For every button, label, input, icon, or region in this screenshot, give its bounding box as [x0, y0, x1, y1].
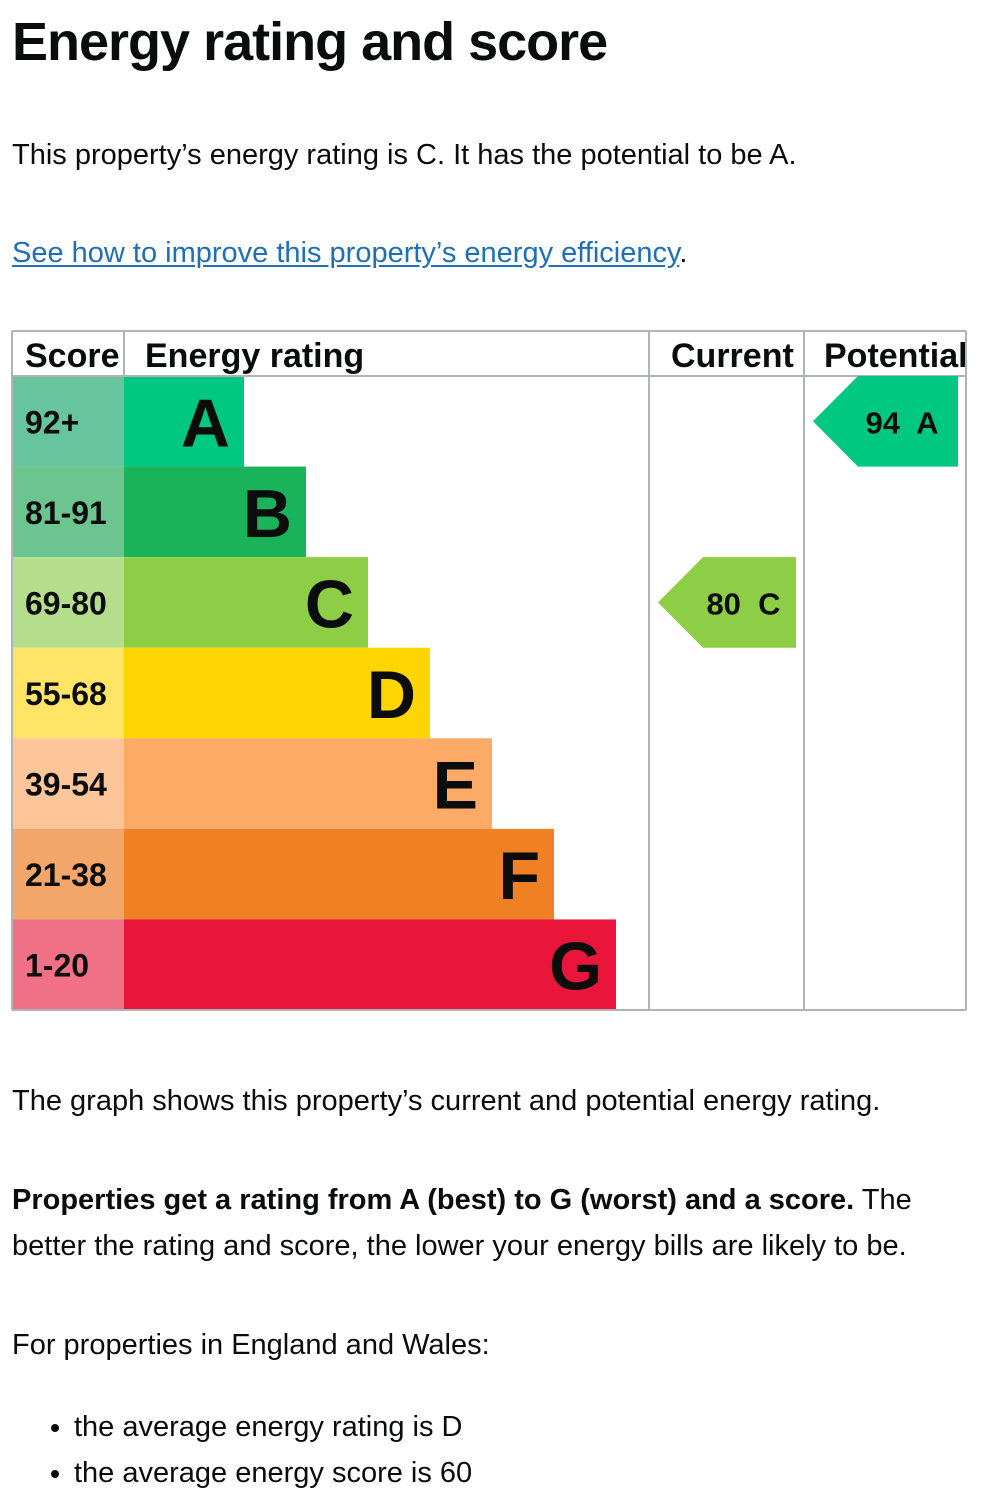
energy-rating-chart: Score Energy rating Current Potential 92+ A 81…: [11, 330, 968, 1011]
score-range-label: 92+: [25, 404, 79, 440]
rating-letter-f: F: [498, 838, 540, 914]
rating-letter-d: D: [367, 657, 416, 733]
score-cell-e: [12, 738, 124, 829]
potential-rating-label: 94 A: [866, 405, 939, 440]
rating-summary: This property’s energy rating is C. It h…: [12, 139, 797, 171]
header-energy-rating: Energy rating: [145, 337, 364, 375]
improve-efficiency-link[interactable]: See how to improve this property’s energ…: [12, 237, 680, 269]
rating-letter-c: C: [305, 566, 354, 642]
potential-rating-arrow: [813, 376, 958, 467]
region-heading: For properties in England and Wales:: [12, 1329, 490, 1361]
header-current: Current: [671, 337, 794, 375]
average-stats-list: the average energy rating is D the avera…: [12, 1404, 472, 1496]
rating-bar-e: [124, 738, 492, 829]
rating-explanation-rest: The better the rating and score, the low…: [12, 1184, 912, 1262]
rating-explanation-bold: Properties get a rating from A (best) to…: [12, 1184, 855, 1216]
score-range-label: 55-68: [25, 676, 107, 712]
rating-bar-c: [124, 557, 368, 648]
score-cell-c: [12, 557, 124, 648]
score-cell-a: [12, 376, 124, 467]
score-cell-d: [12, 647, 124, 739]
rating-bar-d: [124, 647, 430, 739]
rating-explanation: Properties get a rating from A (best) to…: [12, 1177, 962, 1269]
list-item: the average energy score is 60: [74, 1450, 472, 1496]
score-range-label: 21-38: [25, 857, 107, 893]
score-cell-b: [12, 466, 124, 558]
score-range-label: 81-91: [25, 495, 107, 531]
rating-letter-e: E: [433, 748, 478, 824]
link-suffix: .: [679, 237, 688, 269]
rating-letter-a: A: [181, 385, 230, 461]
rating-letter-g: G: [549, 929, 602, 1005]
score-range-label: 1-20: [25, 948, 89, 984]
rating-bar-f: [124, 828, 554, 920]
score-range-label: 39-54: [25, 767, 107, 803]
rating-bar-a: [124, 376, 244, 467]
score-cell-f: [12, 828, 124, 920]
current-rating-arrow: [658, 557, 796, 648]
score-range-label: 69-80: [25, 585, 107, 621]
rating-bar-b: [124, 466, 306, 558]
header-potential: Potential: [824, 337, 968, 375]
header-score: Score: [25, 337, 120, 375]
rating-bar-g: [124, 919, 616, 1010]
rating-letter-b: B: [243, 476, 292, 552]
graph-note: The graph shows this property’s current …: [12, 1085, 881, 1117]
score-cell-g: [12, 919, 124, 1010]
list-item: the average energy rating is D: [74, 1404, 472, 1450]
page-title: Energy rating and score: [12, 12, 608, 72]
current-rating-label: 80 C: [706, 586, 780, 621]
improve-link-paragraph: See how to improve this property’s energ…: [12, 230, 962, 276]
